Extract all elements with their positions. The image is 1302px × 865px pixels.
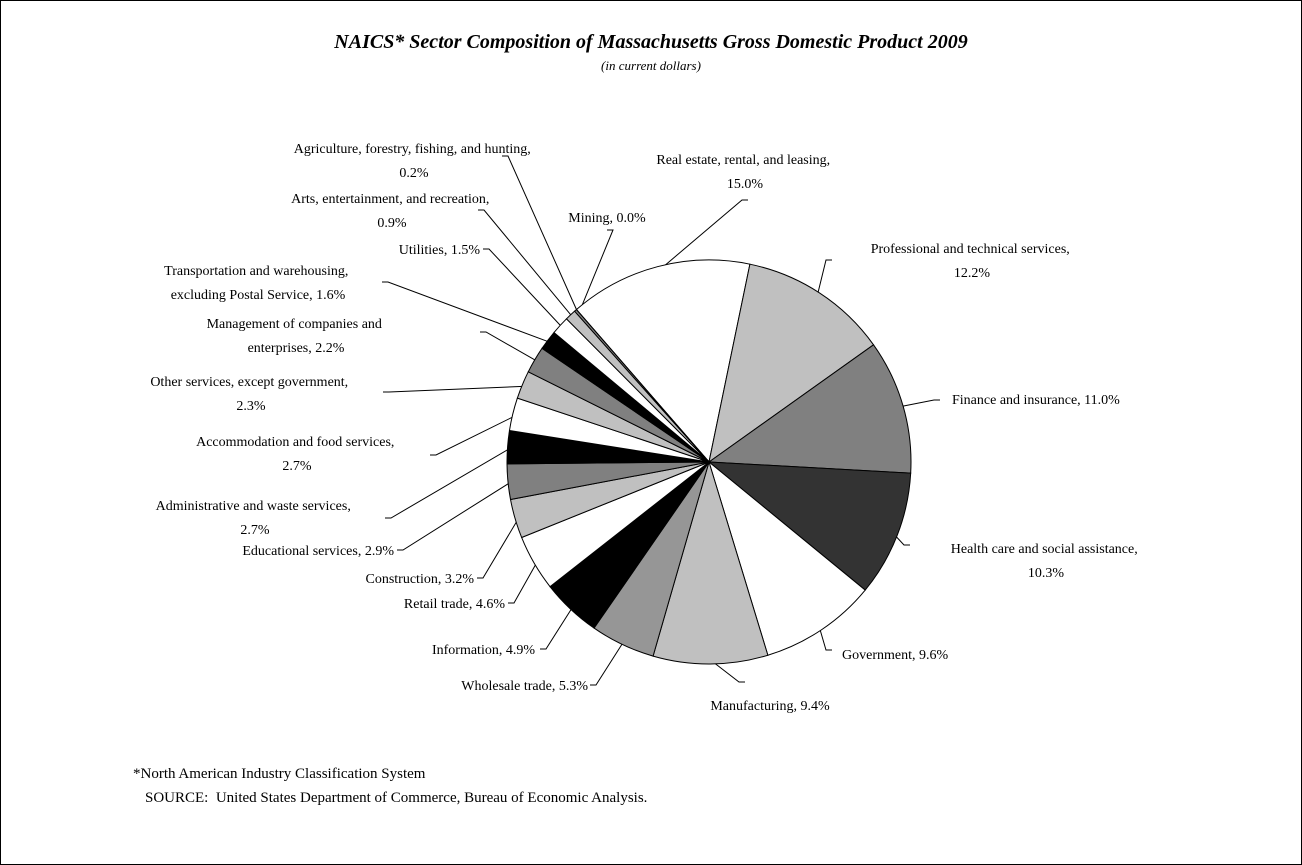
label-line: excluding Postal Service, 1.6% — [171, 288, 346, 303]
leader-line — [502, 155, 579, 314]
data-label: Transportation and warehousing, excludin… — [164, 264, 352, 303]
label-line: 12.2% — [954, 266, 991, 281]
leader-line — [578, 229, 614, 313]
leader-line — [382, 281, 552, 344]
leader-line — [397, 480, 513, 551]
label-line: Health care and social assistance, — [951, 542, 1141, 557]
source-note: SOURCE: United States Department of Comm… — [145, 790, 647, 806]
data-label: Accommodation and food services, 2.7% — [196, 435, 398, 474]
leader-line — [430, 414, 517, 456]
data-label: Government, 9.6% — [842, 648, 948, 663]
data-label: Utilities, 1.5% — [399, 243, 481, 258]
leader-line — [478, 209, 574, 319]
pie-slice — [576, 309, 710, 463]
data-label: Construction, 3.2% — [366, 572, 475, 587]
chart-subtitle: (in current dollars) — [601, 58, 701, 73]
chart-title: NAICS* Sector Composition of Massachuset… — [333, 31, 967, 53]
data-label: Manufacturing, 9.4% — [710, 699, 830, 714]
leader-line — [480, 331, 539, 363]
label-line: 2.7% — [282, 459, 312, 474]
leader-line — [710, 659, 745, 683]
label-line: Administrative and waste services, — [156, 499, 355, 514]
data-label: Information, 4.9% — [432, 643, 535, 658]
data-label: Professional and technical services, 12.… — [871, 242, 1074, 281]
pie-slice — [652, 460, 769, 665]
label-line: enterprises, 2.2% — [248, 341, 345, 356]
label-line: 10.3% — [1028, 566, 1065, 581]
label-line: 0.9% — [377, 216, 407, 231]
data-label: Administrative and waste services, 2.7% — [156, 499, 355, 538]
pie-slice — [707, 344, 912, 474]
pie-slice — [707, 461, 912, 591]
data-label: Management of companies and enterprises,… — [207, 317, 386, 356]
label-line: Other services, except government, — [150, 375, 351, 390]
leader-line — [893, 533, 910, 546]
label-line: Management of companies and — [207, 317, 386, 332]
pie-slice — [575, 259, 751, 464]
leader-line — [590, 640, 625, 686]
leader-line — [483, 248, 564, 329]
leader-line — [477, 517, 520, 579]
leader-line — [385, 447, 512, 519]
data-label: Other services, except government, 2.3% — [150, 375, 351, 414]
data-label: Retail trade, 4.6% — [404, 597, 505, 612]
label-line: 0.2% — [399, 166, 429, 181]
pie-slice — [708, 263, 875, 464]
leader-line — [818, 626, 832, 651]
data-label: Arts, entertainment, and recreation, 0.9… — [291, 192, 493, 231]
label-line: Professional and technical services, — [871, 242, 1074, 257]
label-line: 15.0% — [727, 177, 764, 192]
data-label: Agriculture, forestry, fishing, and hunt… — [294, 142, 535, 181]
label-line: Accommodation and food services, — [196, 435, 398, 450]
label-line: 2.7% — [240, 523, 270, 538]
label-line: Arts, entertainment, and recreation, — [291, 192, 493, 207]
leader-line — [508, 560, 539, 604]
label-line: 2.3% — [236, 399, 266, 414]
leader-line — [383, 385, 527, 393]
leader-line — [540, 605, 574, 650]
label-line: Real estate, rental, and leasing, — [656, 153, 833, 168]
footnote: *North American Industry Classification … — [133, 766, 426, 782]
pie-slice — [708, 460, 866, 656]
data-label: Health care and social assistance, 10.3% — [951, 542, 1141, 581]
data-label: Wholesale trade, 5.3% — [461, 679, 588, 694]
data-label: Educational services, 2.9% — [242, 544, 394, 559]
label-line: Agriculture, forestry, fishing, and hunt… — [294, 142, 535, 157]
leader-line — [658, 199, 748, 271]
leader-line — [816, 259, 832, 297]
leader-line — [899, 399, 940, 408]
data-label: Finance and insurance, 11.0% — [952, 393, 1120, 408]
data-label: Mining, 0.0% — [568, 211, 646, 226]
data-label: Real estate, rental, and leasing, 15.0% — [656, 153, 833, 192]
label-line: Transportation and warehousing, — [164, 264, 352, 279]
